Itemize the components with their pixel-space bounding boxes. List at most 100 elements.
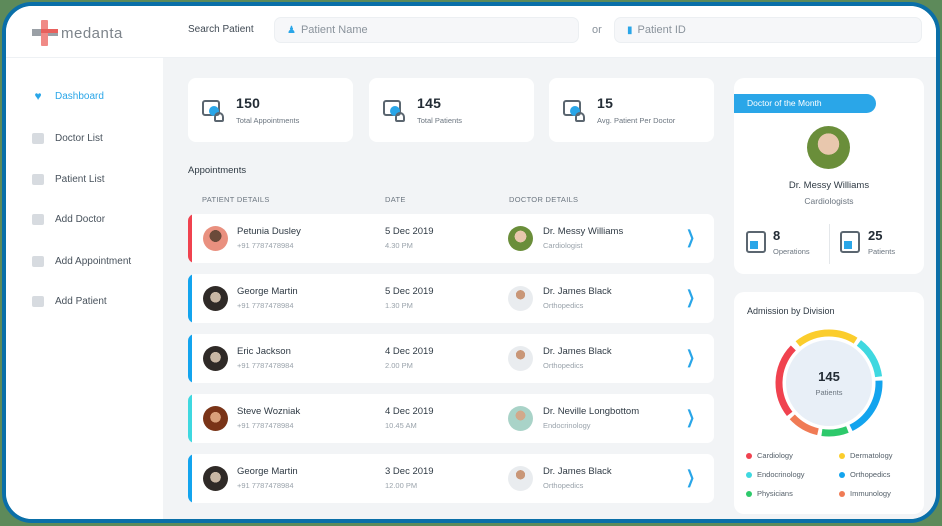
appointments-title: Appointments <box>188 165 247 176</box>
patient-name: George Martin <box>237 466 298 477</box>
patient-avatar <box>203 406 228 431</box>
patients-value: 25 <box>868 228 883 243</box>
patient-avatar <box>203 286 228 311</box>
chevron-right-icon[interactable]: ❯ <box>685 287 695 307</box>
column-header-date: DATE <box>385 195 406 204</box>
appointment-row[interactable]: Eric Jackson +91 7787478984 4 Dec 2019 2… <box>188 334 714 383</box>
appointment-row[interactable]: George Martin +91 7787478984 5 Dec 2019 … <box>188 274 714 323</box>
doctor-name: Dr. James Black <box>543 466 612 477</box>
legend-dot-icon <box>839 490 845 497</box>
patient-name: Eric Jackson <box>237 346 291 357</box>
sidebar-item-patient-list[interactable]: Patient List <box>32 174 104 185</box>
stat-card-avg-patient-per-doctor: 15 Avg. Patient Per Doctor <box>549 78 714 142</box>
heart-icon: ♥ <box>34 89 42 103</box>
calendar-icon <box>32 256 44 267</box>
column-header-doctor-details: DOCTOR DETAILS <box>509 195 579 204</box>
admission-by-division-card: Admission by Division 145 Patients <box>734 292 924 514</box>
admission-donut-chart <box>775 329 883 437</box>
legend-label: Cardiology <box>757 451 793 460</box>
row-accent-bar <box>188 454 192 503</box>
admission-title: Admission by Division <box>747 306 835 316</box>
chevron-right-icon[interactable]: ❯ <box>685 467 695 487</box>
operations-label: Operations <box>773 247 810 256</box>
doctor-name: Dr. Messy Williams <box>788 180 870 191</box>
appointment-date: 3 Dec 2019 <box>385 466 434 477</box>
legend-dot-icon <box>746 490 752 497</box>
appointment-row[interactable]: Petunia Dusley +91 7787478984 5 Dec 2019… <box>188 214 714 263</box>
doctor-specialty: Cardiologist <box>543 241 583 250</box>
user-add-icon <box>32 296 44 307</box>
appointments-icon <box>202 98 226 122</box>
patients-icon <box>383 98 407 122</box>
operations-stat: 8 Operations <box>773 228 810 256</box>
row-accent-bar <box>188 214 192 263</box>
doctor-avatar <box>508 286 533 311</box>
appointment-time: 1.30 PM <box>385 301 413 310</box>
legend-label: Dermatology <box>850 451 893 460</box>
legend-item-physicians: Physicians <box>746 489 793 498</box>
sidebar-item-add-doctor[interactable]: Add Doctor <box>32 214 105 225</box>
sidebar-item-label: Add Appointment <box>55 256 132 267</box>
sidebar-item-doctor-list[interactable]: Doctor List <box>32 133 103 144</box>
main-content: 150 Total Appointments 145 Total Patient… <box>163 58 936 519</box>
doctor-of-the-month-tag: Doctor of the Month <box>734 94 876 113</box>
doctor-specialty: Orthopedics <box>543 481 584 490</box>
patients-label: Patients <box>868 247 896 256</box>
brand-logo[interactable]: medanta <box>32 20 123 46</box>
medanta-logo-icon <box>32 20 58 46</box>
patients-stat: 25 Patients <box>868 228 895 256</box>
patient-phone: +91 7787478984 <box>237 241 294 250</box>
patient-avatar <box>203 466 228 491</box>
doctor-specialty: Orthopedics <box>543 301 584 310</box>
row-accent-bar <box>188 334 192 383</box>
legend-item-cardiology: Cardiology <box>746 451 793 460</box>
legend-item-orthopedics: Orthopedics <box>839 470 890 479</box>
patient-name-search-input[interactable]: ♟ Patient Name <box>274 17 579 43</box>
chevron-right-icon[interactable]: ❯ <box>685 347 695 367</box>
legend-item-endocrinology: Endocrinology <box>746 470 805 479</box>
appointment-time: 2.00 PM <box>385 361 413 370</box>
appointment-date: 4 Dec 2019 <box>385 406 434 417</box>
person-icon: ♟ <box>287 24 296 36</box>
patient-name: George Martin <box>237 286 298 297</box>
id-badge-icon: ▮ <box>627 24 633 36</box>
folder-icon <box>32 174 44 185</box>
patient-phone: +91 7787478984 <box>237 421 294 430</box>
sidebar-item-label: Patient List <box>55 174 105 185</box>
appointment-date: 4 Dec 2019 <box>385 346 434 357</box>
appointment-time: 10.45 AM <box>385 421 417 430</box>
doctor-avatar <box>508 346 533 371</box>
doctor-specialty: Endocrinology <box>543 421 591 430</box>
operations-icon <box>746 231 766 253</box>
chevron-right-icon[interactable]: ❯ <box>685 227 695 247</box>
legend-dot-icon <box>746 452 752 459</box>
sidebar-item-add-appointment[interactable]: Add Appointment <box>32 256 131 267</box>
patient-phone: +91 7787478984 <box>237 361 294 370</box>
sidebar-item-dashboard[interactable]: ♥ Dashboard <box>32 89 103 103</box>
appointment-date: 5 Dec 2019 <box>385 226 434 237</box>
patient-id-placeholder: Patient ID <box>637 24 686 36</box>
appointment-row[interactable]: Steve Wozniak +91 7787478984 4 Dec 2019 … <box>188 394 714 443</box>
sidebar: ♥ Dashboard Doctor List Patient List Add… <box>6 58 163 519</box>
sidebar-item-add-patient[interactable]: Add Patient <box>32 296 107 307</box>
doctor-avatar <box>508 406 533 431</box>
chevron-right-icon[interactable]: ❯ <box>685 407 695 427</box>
row-accent-bar <box>188 394 192 443</box>
stat-label: Total Appointments <box>236 116 300 125</box>
legend-label: Immunology <box>850 489 891 498</box>
legend-label: Physicians <box>757 489 793 498</box>
patient-drip-icon <box>840 231 860 253</box>
legend-dot-icon <box>839 452 845 459</box>
admission-total-value: 145 <box>818 369 840 384</box>
appointment-row[interactable]: George Martin +91 7787478984 3 Dec 2019 … <box>188 454 714 503</box>
operations-value: 8 <box>773 228 781 243</box>
patient-id-search-input[interactable]: ▮ Patient ID <box>614 17 922 43</box>
doctor-specialty: Orthopedics <box>543 361 584 370</box>
appointment-date: 5 Dec 2019 <box>385 286 434 297</box>
stat-value: 150 <box>236 95 261 111</box>
doctor-name: Dr. James Black <box>543 286 612 297</box>
patient-name: Steve Wozniak <box>237 406 301 417</box>
doctor-of-the-month-card: Doctor of the Month Dr. Messy Williams C… <box>734 78 924 274</box>
legend-dot-icon <box>839 471 845 478</box>
doctor-name: Dr. Messy Williams <box>543 226 624 237</box>
